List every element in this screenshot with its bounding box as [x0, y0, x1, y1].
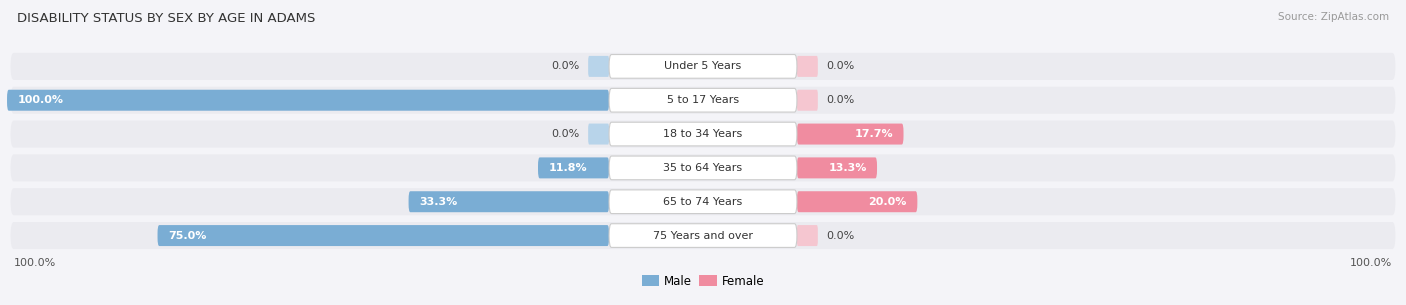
Text: 0.0%: 0.0%: [827, 61, 855, 71]
FancyBboxPatch shape: [797, 225, 818, 246]
Text: 5 to 17 Years: 5 to 17 Years: [666, 95, 740, 105]
FancyBboxPatch shape: [10, 222, 1396, 249]
FancyBboxPatch shape: [797, 157, 877, 178]
Text: 100.0%: 100.0%: [1350, 258, 1392, 268]
FancyBboxPatch shape: [609, 156, 797, 180]
FancyBboxPatch shape: [609, 122, 797, 146]
FancyBboxPatch shape: [609, 190, 797, 213]
Text: 17.7%: 17.7%: [855, 129, 893, 139]
Text: DISABILITY STATUS BY SEX BY AGE IN ADAMS: DISABILITY STATUS BY SEX BY AGE IN ADAMS: [17, 12, 315, 25]
Text: 11.8%: 11.8%: [548, 163, 588, 173]
Text: 0.0%: 0.0%: [827, 231, 855, 241]
FancyBboxPatch shape: [609, 224, 797, 247]
FancyBboxPatch shape: [797, 56, 818, 77]
FancyBboxPatch shape: [797, 124, 904, 145]
FancyBboxPatch shape: [157, 225, 609, 246]
Text: 33.3%: 33.3%: [419, 197, 457, 207]
Text: 20.0%: 20.0%: [869, 197, 907, 207]
FancyBboxPatch shape: [7, 90, 609, 111]
FancyBboxPatch shape: [538, 157, 609, 178]
Text: 75.0%: 75.0%: [167, 231, 207, 241]
FancyBboxPatch shape: [797, 191, 917, 212]
FancyBboxPatch shape: [409, 191, 609, 212]
FancyBboxPatch shape: [10, 188, 1396, 215]
Text: 35 to 64 Years: 35 to 64 Years: [664, 163, 742, 173]
Text: 18 to 34 Years: 18 to 34 Years: [664, 129, 742, 139]
Text: 100.0%: 100.0%: [17, 95, 63, 105]
FancyBboxPatch shape: [609, 88, 797, 112]
Text: 13.3%: 13.3%: [828, 163, 866, 173]
Text: 75 Years and over: 75 Years and over: [652, 231, 754, 241]
Text: 0.0%: 0.0%: [551, 61, 579, 71]
Text: 0.0%: 0.0%: [551, 129, 579, 139]
Text: 100.0%: 100.0%: [14, 258, 56, 268]
FancyBboxPatch shape: [797, 90, 818, 111]
FancyBboxPatch shape: [10, 120, 1396, 148]
FancyBboxPatch shape: [10, 53, 1396, 80]
Legend: Male, Female: Male, Female: [637, 270, 769, 292]
Text: Source: ZipAtlas.com: Source: ZipAtlas.com: [1278, 12, 1389, 22]
FancyBboxPatch shape: [588, 56, 609, 77]
Text: 65 to 74 Years: 65 to 74 Years: [664, 197, 742, 207]
Text: Under 5 Years: Under 5 Years: [665, 61, 741, 71]
FancyBboxPatch shape: [10, 154, 1396, 181]
FancyBboxPatch shape: [609, 55, 797, 78]
FancyBboxPatch shape: [10, 87, 1396, 114]
Text: 0.0%: 0.0%: [827, 95, 855, 105]
FancyBboxPatch shape: [588, 124, 609, 145]
